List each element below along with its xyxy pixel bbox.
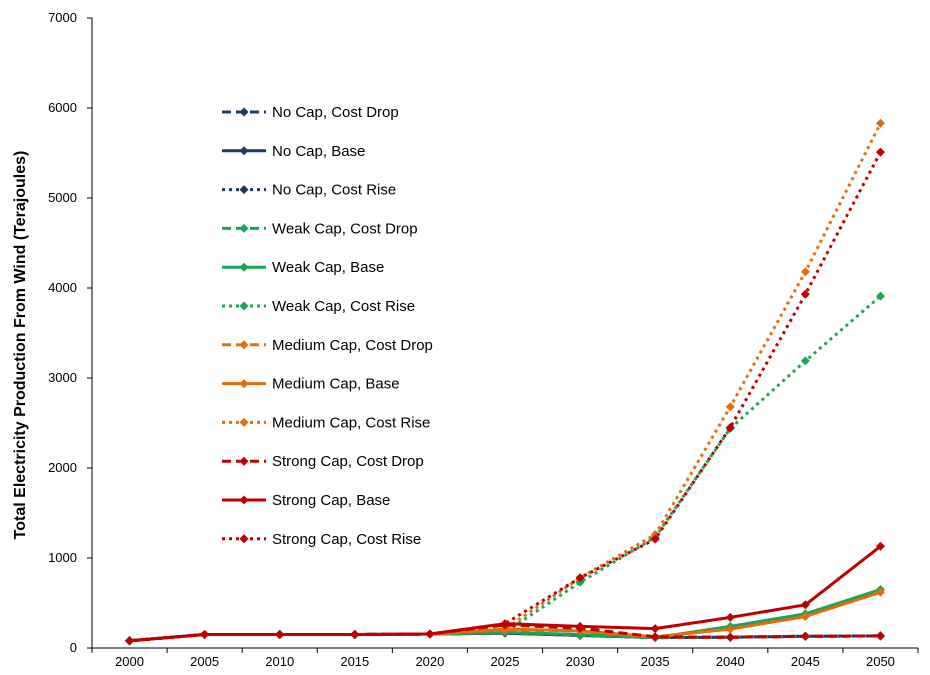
data-point <box>500 619 510 629</box>
x-tick-label: 2015 <box>340 654 369 669</box>
legend-swatch-marker <box>239 301 249 311</box>
legend-item: Medium Cap, Base <box>222 376 400 393</box>
data-point <box>800 267 810 277</box>
legend-label: No Cap, Base <box>272 143 365 160</box>
series-strong-cap-cost-rise <box>125 147 885 646</box>
legend-swatch-marker <box>239 146 249 156</box>
x-tick-label: 2025 <box>491 654 520 669</box>
legend-item: No Cap, Base <box>222 143 365 160</box>
legend-label: No Cap, Cost Rise <box>272 182 396 199</box>
x-tick-label: 2040 <box>716 654 745 669</box>
data-point <box>425 629 435 639</box>
x-tick-label: 2020 <box>415 654 444 669</box>
legend-item: Strong Cap, Cost Rise <box>222 531 421 548</box>
data-point <box>725 632 735 642</box>
legend-swatch-marker <box>239 534 249 544</box>
data-point <box>650 624 660 634</box>
y-tick-label: 4000 <box>48 280 77 295</box>
data-point <box>875 631 885 641</box>
legend-item: No Cap, Cost Drop <box>222 104 399 121</box>
series-layer <box>125 118 885 646</box>
legend-swatch-marker <box>239 495 249 505</box>
legend-label: Strong Cap, Base <box>272 492 390 509</box>
legend-item: Weak Cap, Cost Rise <box>222 298 415 315</box>
legend-swatch-marker <box>239 185 249 195</box>
legend-swatch-marker <box>239 340 249 350</box>
legend-swatch-marker <box>239 456 249 466</box>
data-point <box>350 630 360 639</box>
x-tick-label: 2030 <box>566 654 595 669</box>
legend-label: Strong Cap, Cost Rise <box>272 531 421 548</box>
data-point <box>575 573 585 583</box>
data-point <box>650 632 660 642</box>
x-tick-label: 2010 <box>265 654 294 669</box>
y-tick-label: 5000 <box>48 190 77 205</box>
y-tick-label: 1000 <box>48 550 77 565</box>
data-point <box>725 423 735 432</box>
legend-item: Weak Cap, Cost Drop <box>222 220 418 237</box>
legend-item: No Cap, Cost Rise <box>222 182 396 199</box>
data-point <box>725 624 735 634</box>
legend-swatch-marker <box>239 223 249 233</box>
data-point <box>125 636 135 646</box>
legend-swatch-marker <box>239 417 249 427</box>
y-tick-label: 7000 <box>48 10 77 25</box>
data-point <box>800 612 810 621</box>
x-tick-label: 2000 <box>115 654 144 669</box>
y-tick-label: 0 <box>70 640 77 655</box>
legend-item: Strong Cap, Base <box>222 492 390 509</box>
x-tick-label: 2050 <box>866 654 895 669</box>
data-point <box>800 631 810 641</box>
y-tick-label: 3000 <box>48 370 77 385</box>
y-tick-label: 2000 <box>48 460 77 475</box>
data-point <box>575 621 585 631</box>
legend: No Cap, Cost Drop No Cap, Base No Cap, Cos… <box>222 104 433 548</box>
data-point <box>650 534 660 544</box>
x-axis: 2000 2005 2010 2015 2020 2025 2030 2035 2040 2045… <box>91 647 919 669</box>
y-axis: 0 1000 2000 3000 4000 5000 6000 7000 <box>48 10 93 655</box>
data-point <box>800 356 810 366</box>
data-point <box>275 630 285 639</box>
legend-label: Medium Cap, Cost Drop <box>272 337 433 354</box>
legend-item: Weak Cap, Base <box>222 259 384 276</box>
data-point <box>800 600 810 610</box>
legend-label: Strong Cap, Cost Drop <box>272 453 424 470</box>
data-point <box>800 289 810 299</box>
x-tick-label: 2045 <box>791 654 820 669</box>
data-point <box>875 541 885 551</box>
y-tick-label: 6000 <box>48 100 77 115</box>
data-point <box>200 630 210 639</box>
legend-label: Weak Cap, Cost Drop <box>272 220 418 237</box>
legend-label: Medium Cap, Cost Rise <box>272 414 430 431</box>
data-point <box>875 118 885 128</box>
data-point <box>725 612 735 622</box>
x-tick-label: 2005 <box>190 654 219 669</box>
series-medium-cap-cost-rise <box>125 118 885 646</box>
data-point <box>875 587 885 597</box>
legend-swatch-marker <box>239 262 249 272</box>
legend-item: Strong Cap, Cost Drop <box>222 453 424 470</box>
legend-label: Weak Cap, Cost Rise <box>272 298 415 315</box>
legend-label: Medium Cap, Base <box>272 376 400 393</box>
legend-swatch-marker <box>239 379 249 389</box>
legend-label: Weak Cap, Base <box>272 259 384 276</box>
legend-label: No Cap, Cost Drop <box>272 104 399 121</box>
y-axis-title: Total Electricity Production From Wind (… <box>12 151 29 540</box>
data-point <box>875 291 885 301</box>
legend-swatch-marker <box>239 107 249 117</box>
series-line <box>129 294 882 643</box>
legend-item: Medium Cap, Cost Rise <box>222 414 430 431</box>
legend-item: Medium Cap, Cost Drop <box>222 337 433 354</box>
x-tick-label: 2035 <box>641 654 670 669</box>
data-point <box>875 147 885 157</box>
data-point <box>725 402 735 412</box>
